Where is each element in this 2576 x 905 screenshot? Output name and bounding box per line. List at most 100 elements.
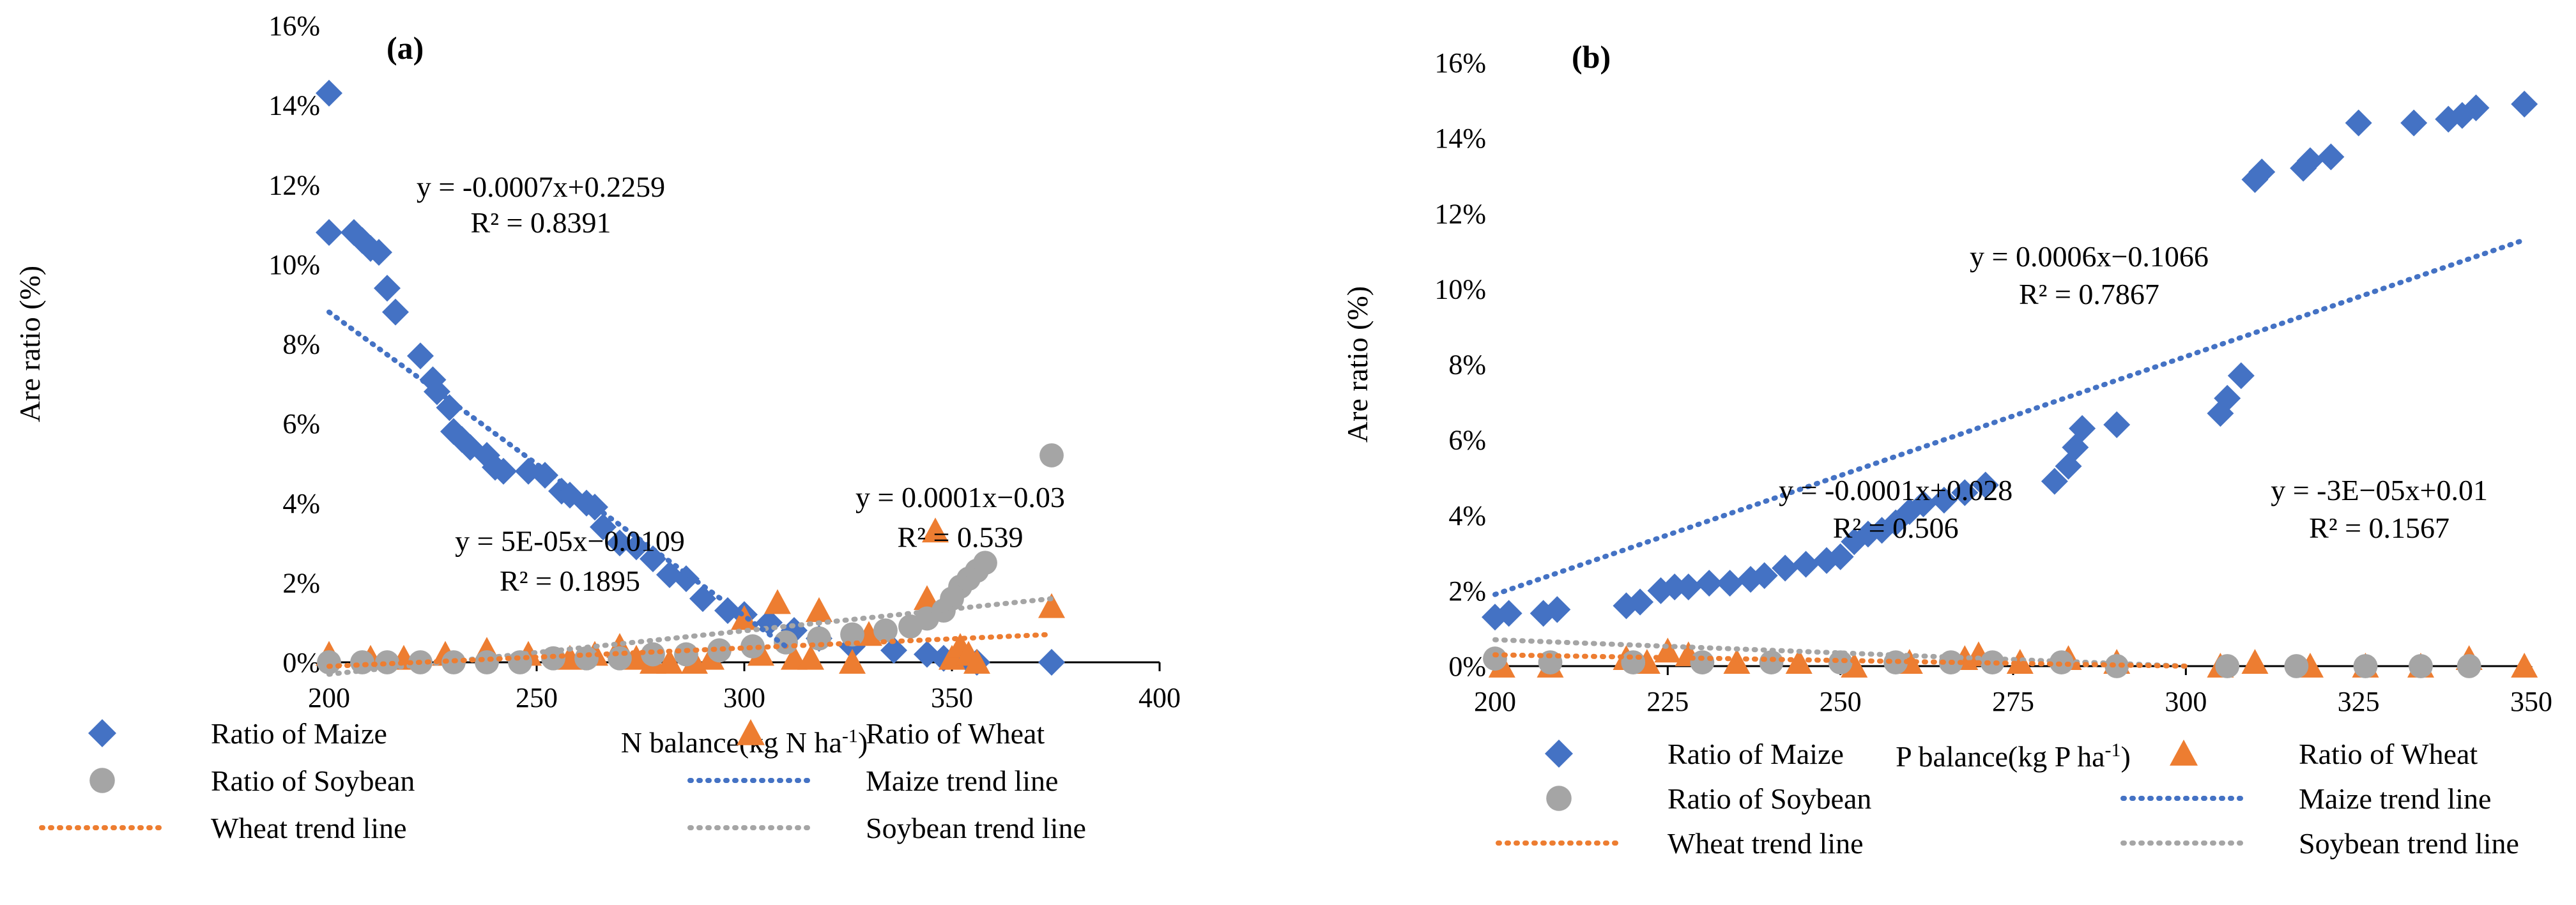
maize-point (407, 342, 434, 370)
y-tick-label: 16% (268, 10, 320, 42)
x-axis-label: N balance(kg N ha-1) (621, 726, 868, 759)
y-tick-label: 6% (282, 408, 320, 439)
maize-eq-annotation: y = -0.0007x+0.2259 (417, 171, 665, 203)
y-tick-label: 4% (282, 488, 320, 519)
y-axis-label: Are ratio (%) (1341, 286, 1374, 443)
legend-label: Wheat trend line (211, 812, 407, 844)
maize-point (2400, 109, 2428, 137)
maize-point (316, 219, 342, 247)
legend-label: Maize trend line (866, 764, 1058, 797)
legend-label: Soybean trend line (866, 812, 1086, 844)
x-tick-label: 250 (516, 682, 558, 713)
soybean-point (1483, 646, 1507, 671)
wheat-point (2006, 649, 2034, 674)
y-tick-label: 12% (268, 169, 320, 201)
soybean-point (2409, 654, 2433, 678)
maize-point (2041, 468, 2068, 495)
maize-point (1951, 479, 1979, 506)
y-tick-label: 4% (1448, 500, 1486, 531)
y-tick-label: 8% (282, 329, 320, 360)
legend-label: Maize trend line (2299, 782, 2491, 815)
wheat-point (1038, 593, 1065, 618)
maize-point (1627, 588, 1654, 616)
y-tick-label: 12% (1434, 198, 1486, 229)
x-tick-label: 200 (1474, 686, 1516, 717)
maize-point (689, 585, 716, 612)
y-tick-label: 14% (1434, 123, 1486, 154)
y-tick-label: 10% (1434, 273, 1486, 305)
y-tick-label: 16% (1434, 47, 1486, 79)
wheat-point (1723, 649, 1751, 674)
x-tick-label: 275 (1992, 686, 2034, 717)
soybean-point (2215, 654, 2240, 678)
legend: Ratio of Maize Ratio of Wheat Ratio of Soy… (39, 717, 1086, 844)
x-tick-label: 400 (1138, 682, 1181, 713)
panel-b: 200 225 250 275 300 325 350 0% 2% 4% 6% 8% 10% 12% 14%… (1341, 39, 2552, 860)
wheat-r2-annotation: R² = 0.506 (1833, 512, 1959, 544)
soybean-series (317, 443, 1064, 674)
legend-soybean-marker (1546, 786, 1572, 811)
maize-point (1544, 596, 1571, 623)
soybean-point (740, 634, 765, 658)
maize-point (374, 275, 401, 302)
maize-point (1716, 570, 1744, 597)
wheat-point (764, 589, 791, 614)
soybean-point (774, 630, 798, 655)
y-tick-label: 2% (282, 567, 320, 598)
soybean-point (1980, 650, 2005, 674)
maize-point (1827, 543, 1854, 570)
soy-eq-annotation: y = 5E-05x−0.0109 (455, 525, 685, 558)
maize-point (2069, 414, 2096, 442)
x-tick-label: 300 (723, 682, 765, 713)
y-tick-label: 2% (1448, 575, 1486, 607)
wheat-point (806, 597, 832, 622)
wheat-eq-annotation: y = 0.0001x−0.03 (855, 481, 1065, 513)
soybean-point (674, 642, 698, 667)
maize-point (2103, 411, 2131, 438)
y-tick-label: 0% (1448, 651, 1486, 682)
soybean-trend-line (1492, 637, 2189, 669)
maize-point (1495, 600, 1522, 627)
maize-point (673, 565, 700, 593)
soybean-point (2353, 654, 2378, 678)
legend-maize-marker (1545, 740, 1573, 768)
maize-point (1675, 573, 1702, 600)
y-tick-label: 6% (1448, 425, 1486, 456)
legend-label: Ratio of Wheat (2299, 738, 2478, 770)
maize-point (1772, 554, 1799, 582)
maize-point (1910, 491, 1937, 518)
maize-point (1930, 487, 1958, 514)
wheat-point (2241, 649, 2269, 674)
maize-point (1972, 471, 1999, 499)
maize-trend-line (1492, 237, 2527, 597)
maize-point (2345, 109, 2372, 137)
legend-label: Soybean trend line (2299, 827, 2519, 860)
maize-point (1661, 573, 1689, 600)
wheat-r2-annotation: R² = 0.539 (898, 521, 1023, 553)
maize-point (2248, 158, 2276, 186)
maize-r2-annotation: R² = 0.8391 (471, 206, 611, 239)
maize-point (365, 239, 392, 266)
maize-point (532, 462, 558, 489)
soy-r2-annotation: R² = 0.1567 (2309, 512, 2450, 544)
soybean-point (840, 622, 864, 647)
soybean-point (317, 650, 341, 674)
maize-point (2227, 362, 2255, 390)
soybean-point (707, 638, 732, 663)
panel-label: (b) (1572, 39, 1611, 75)
legend: Ratio of Maize Ratio of Wheat Ratio of Soy… (1496, 738, 2519, 860)
soybean-point (475, 650, 499, 674)
legend-label: Ratio of Maize (211, 717, 387, 750)
soybean-point (608, 646, 632, 671)
soybean-point (1621, 650, 1646, 674)
soybean-point (574, 646, 599, 671)
soybean-point (2457, 654, 2481, 678)
maize-point (640, 545, 666, 572)
legend-wheat-marker (737, 719, 765, 745)
maize-point (2511, 90, 2538, 118)
maize-trend-line (326, 309, 788, 650)
maize-r2-annotation: R² = 0.7867 (2019, 278, 2159, 310)
wheat-point (2511, 653, 2538, 678)
legend-label: Ratio of Soybean (1667, 782, 1871, 815)
maize-eq-annotation: y = 0.0006x−0.1066 (1970, 240, 2209, 273)
